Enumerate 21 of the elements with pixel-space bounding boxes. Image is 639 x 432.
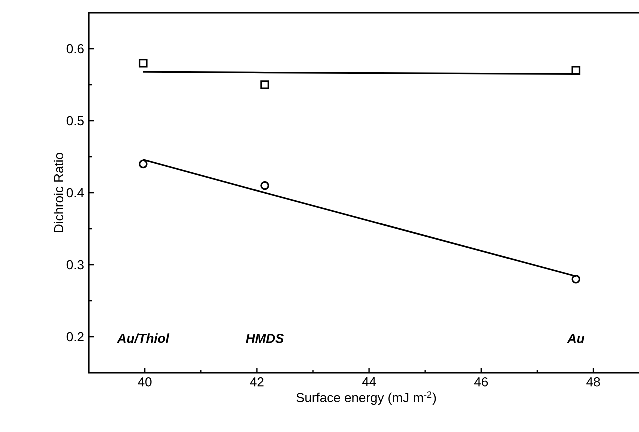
- annotation: Au: [567, 334, 585, 344]
- y-tick-label: 0.5: [66, 116, 84, 126]
- point: [572, 66, 581, 76]
- y-tick-label: 0.3: [66, 260, 84, 270]
- point: [260, 80, 270, 90]
- x-axis-title: Surface energy (mJ m$^{-2}$): [296, 392, 436, 406]
- annotation: Au/Thiol: [117, 334, 170, 344]
- x-tick-label: 40: [138, 378, 152, 387]
- y-tick-label: 0.4: [66, 188, 84, 198]
- x-tick-label: 42: [250, 378, 264, 387]
- y-tick-label: 0.2: [66, 332, 84, 342]
- point: [572, 275, 581, 284]
- point: [138, 59, 148, 68]
- x-tick-label: 44: [362, 378, 376, 386]
- x-tick-label: 48: [586, 378, 600, 387]
- y-axis-title: Dichroic Ratio: [54, 153, 64, 232]
- x-tick-label: 46: [474, 378, 488, 387]
- point: [260, 181, 270, 190]
- y-tick-label: 0.6: [66, 44, 84, 54]
- annotation: HMDS: [246, 334, 284, 344]
- point: [138, 160, 148, 169]
